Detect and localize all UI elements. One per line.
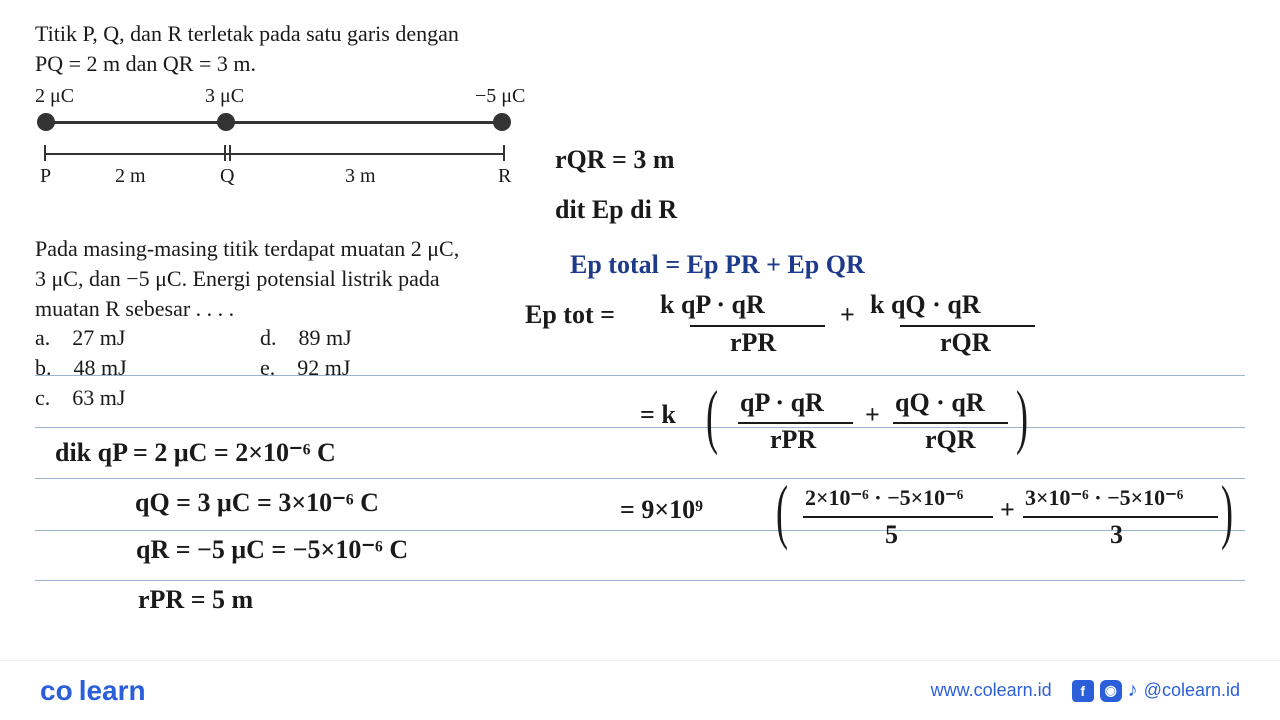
paren-r1: ) [1016, 375, 1028, 458]
label-p: P [40, 165, 51, 188]
social-handle[interactable]: @colearn.id [1144, 680, 1240, 701]
hw-eptotal: Ep total = Ep PR + Ep QR [570, 250, 865, 280]
footer-url[interactable]: www.colearn.id [931, 680, 1052, 701]
problem-line3: Pada masing-masing titik terdapat muatan… [35, 235, 459, 264]
hw-rpr: rPR = 5 m [138, 585, 253, 615]
option-c: c. 63 mJ [35, 385, 125, 411]
hw-plus1: + [840, 300, 855, 330]
hw-frac2-top: k qQ · qR [870, 290, 981, 320]
hw-pfrac2-bot: rQR [925, 425, 976, 455]
option-b: b. 48 mJ [35, 355, 127, 381]
instagram-icon[interactable]: ◉ [1100, 680, 1122, 702]
charge-diagram: 2 μC 3 μC −5 μC P Q R 2 m 3 m [35, 85, 535, 205]
charge-r: −5 μC [475, 85, 525, 108]
charge-q: 3 μC [205, 85, 244, 108]
tiktok-icon[interactable]: ♪ [1128, 679, 1138, 702]
dot-p [37, 113, 55, 131]
dist-pq: 2 m [115, 165, 146, 188]
hw-qq: qQ = 3 μC = 3×10⁻⁶ C [135, 488, 379, 518]
hw-eptot-eq: Ep tot = [525, 300, 615, 330]
nfrac2-line [1023, 516, 1218, 518]
hw-pfrac1-bot: rPR [770, 425, 816, 455]
ruled-line-4 [35, 530, 1245, 531]
label-q: Q [220, 165, 234, 188]
hw-frac2-bot: rQR [940, 328, 991, 358]
hw-pfrac1-top: qP · qR [740, 388, 824, 418]
problem-line1: Titik P, Q, dan R terletak pada satu gar… [35, 20, 459, 49]
option-a: a. 27 mJ [35, 325, 125, 351]
nfrac1-line [803, 516, 993, 518]
tick-r [503, 145, 505, 161]
hw-plus3: + [1000, 495, 1015, 525]
hw-frac1-top: k qP · qR [660, 290, 765, 320]
tick-p [44, 145, 46, 161]
footer-right: www.colearn.id f ◉ ♪ @colearn.id [931, 679, 1240, 702]
logo-learn: learn [79, 675, 146, 707]
hw-plus2: + [865, 400, 880, 430]
hw-rqr: rQR = 3 m [555, 145, 675, 175]
hw-numeric: = 9×10⁹ [620, 495, 703, 525]
content-area: Titik P, Q, dan R terletak pada satu gar… [0, 0, 1280, 660]
ruled-line-3 [35, 478, 1245, 479]
pfrac1-line [738, 422, 853, 424]
charge-p: 2 μC [35, 85, 74, 108]
hw-nfrac1-bot: 5 [885, 520, 898, 550]
footer: co learn www.colearn.id f ◉ ♪ @colearn.i… [0, 660, 1280, 720]
paren-l1: ( [706, 375, 718, 458]
frac2-line [900, 325, 1035, 327]
dot-r [493, 113, 511, 131]
hw-nfrac2-bot: 3 [1110, 520, 1123, 550]
logo-co: co [40, 675, 73, 707]
hw-dik: dik qP = 2 μC = 2×10⁻⁶ C [55, 438, 336, 468]
tick-q1 [224, 145, 226, 161]
hw-pfrac2-top: qQ · qR [895, 388, 985, 418]
main-line [45, 121, 505, 124]
hw-dit: dit Ep di R [555, 195, 677, 225]
pfrac2-line [893, 422, 1008, 424]
option-d: d. 89 mJ [260, 325, 352, 351]
problem-line2: PQ = 2 m dan QR = 3 m. [35, 50, 256, 79]
hw-nfrac1-top: 2×10⁻⁶ · −5×10⁻⁶ [805, 485, 963, 511]
facebook-icon[interactable]: f [1072, 680, 1094, 702]
ruled-line-5 [35, 580, 1245, 581]
paren-l2: ( [776, 470, 788, 553]
dist-qr: 3 m [345, 165, 376, 188]
hw-qr: qR = −5 μC = −5×10⁻⁶ C [136, 535, 408, 565]
frac1-line [690, 325, 825, 327]
hw-eq-k: = k [640, 400, 676, 430]
social-icons: f ◉ ♪ @colearn.id [1072, 679, 1240, 702]
hw-nfrac2-top: 3×10⁻⁶ · −5×10⁻⁶ [1025, 485, 1183, 511]
dot-q [217, 113, 235, 131]
problem-line5: muatan R sebesar . . . . [35, 295, 234, 324]
ruled-line-1 [35, 375, 1245, 376]
measure-line [45, 153, 505, 155]
tick-q2 [229, 145, 231, 161]
hw-frac1-bot: rPR [730, 328, 776, 358]
label-r: R [498, 165, 511, 188]
problem-line4: 3 μC, dan −5 μC. Energi potensial listri… [35, 265, 440, 294]
paren-r2: ) [1221, 470, 1233, 553]
option-e: e. 92 mJ [260, 355, 350, 381]
